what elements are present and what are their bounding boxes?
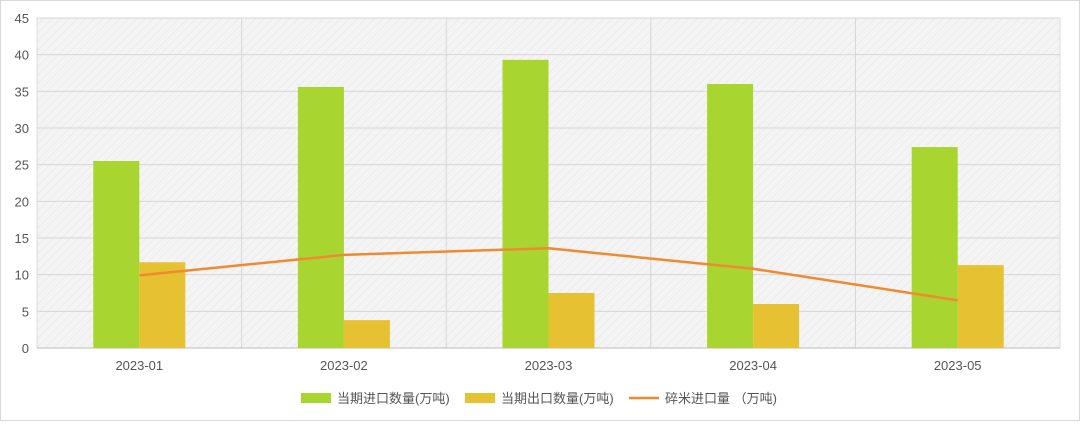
- x-tick-label: 2023-05: [934, 358, 982, 373]
- bar-export: [753, 304, 800, 348]
- bar-export: [957, 265, 1004, 348]
- y-tick-label: 30: [15, 121, 29, 136]
- y-tick-label: 15: [15, 231, 29, 246]
- line-broken-rice-import: [139, 247, 958, 302]
- y-tick-label: 20: [15, 194, 29, 209]
- y-tick-label: 5: [22, 304, 29, 319]
- legend-label: 当期出口数量(万吨): [501, 391, 614, 406]
- x-tick-label: 2023-03: [525, 358, 573, 373]
- y-tick-label: 45: [15, 11, 29, 26]
- x-tick-label: 2023-01: [115, 358, 163, 373]
- y-tick-label: 25: [15, 158, 29, 173]
- y-tick-label: 40: [15, 48, 29, 63]
- legend-swatch: [465, 393, 495, 403]
- y-tick-label: 0: [22, 341, 29, 356]
- y-tick-label: 35: [15, 84, 29, 99]
- bar-export: [139, 262, 186, 348]
- bar-import: [911, 147, 958, 348]
- bar-import: [502, 59, 549, 349]
- bar-export: [548, 293, 595, 348]
- legend-label: 当期进口数量(万吨): [337, 391, 450, 406]
- legend-swatch: [301, 393, 331, 403]
- bar-export: [343, 320, 390, 348]
- bar-import: [93, 161, 140, 348]
- y-tick-label: 10: [15, 268, 29, 283]
- x-tick-label: 2023-04: [729, 358, 777, 373]
- bar-import: [297, 86, 344, 348]
- legend-label: 碎米进口量 （万吨): [665, 391, 777, 406]
- x-tick-label: 2023-02: [320, 358, 368, 373]
- bar-import: [707, 84, 754, 348]
